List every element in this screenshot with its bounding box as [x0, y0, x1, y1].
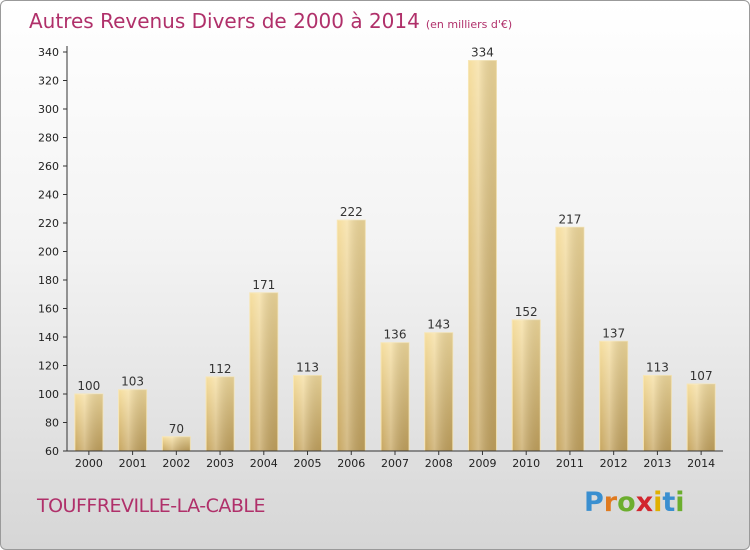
chart-title: Autres Revenus Divers de 2000 à 2014 (en …: [29, 9, 512, 33]
data-label-2013: 113: [646, 360, 669, 374]
y-tick-label-180: 180: [38, 274, 59, 287]
data-label-2007: 136: [384, 328, 407, 342]
bar-shade-2006: [337, 220, 366, 451]
bar-shade-2008: [424, 332, 453, 451]
axes-group: 2000 2001 2002 2003 2004 2005 2006 2007 2008 2009…: [38, 46, 723, 470]
y-tick-label-300: 300: [38, 103, 59, 116]
bars-group: 100 103 70 112 171 113 222 136 143 334 152 217 137 11…: [74, 46, 716, 452]
x-tick-label-2000: 2000: [75, 457, 103, 470]
bar-shade-2000: [74, 394, 103, 451]
data-label-2006: 222: [340, 205, 363, 219]
x-tick-label-2005: 2005: [294, 457, 322, 470]
data-label-2011: 217: [558, 212, 581, 226]
data-label-2010: 152: [515, 305, 538, 319]
bar-shade-2003: [206, 376, 235, 451]
data-label-2004: 171: [252, 278, 275, 292]
bar-shade-2004: [249, 292, 278, 451]
x-tick-label-2004: 2004: [250, 457, 278, 470]
data-label-2008: 143: [427, 318, 450, 332]
data-label-2012: 137: [602, 326, 625, 340]
bar-shade-2012: [599, 341, 628, 451]
title-text: Autres Revenus Divers de 2000 à 2014: [29, 9, 420, 33]
x-tick-label-2007: 2007: [381, 457, 409, 470]
y-tick-label-80: 80: [45, 417, 59, 430]
y-tick-label-220: 220: [38, 217, 59, 230]
data-label-2000: 100: [77, 379, 100, 393]
logo-letter: x: [635, 487, 654, 518]
logo-letter: i: [653, 487, 663, 518]
bar-shade-2014: [687, 384, 716, 451]
y-tick-label-140: 140: [38, 331, 59, 344]
y-tick-label-160: 160: [38, 303, 59, 316]
bar-shade-2002: [162, 436, 191, 451]
x-tick-label-2009: 2009: [468, 457, 496, 470]
x-tick-label-2001: 2001: [119, 457, 147, 470]
logo-letter: i: [675, 487, 685, 518]
data-label-2001: 103: [121, 375, 144, 389]
y-tick-label-60: 60: [45, 445, 59, 458]
logo-letter: o: [617, 487, 636, 518]
data-label-2005: 113: [296, 360, 319, 374]
bar-shade-2010: [512, 319, 541, 451]
x-tick-label-2008: 2008: [425, 457, 453, 470]
y-tick-label-120: 120: [38, 360, 59, 373]
bar-shade-2011: [555, 227, 584, 451]
x-tick-label-2003: 2003: [206, 457, 234, 470]
data-label-2009: 334: [471, 46, 494, 60]
logo-letter: P: [584, 487, 604, 518]
bar-shade-2007: [381, 342, 409, 451]
y-tick-label-260: 260: [38, 160, 59, 173]
data-label-2002: 70: [169, 422, 184, 436]
data-label-2014: 107: [690, 369, 713, 383]
bar-shade-2005: [293, 375, 322, 451]
title-unit: (en milliers d'€): [425, 18, 513, 31]
x-tick-label-2011: 2011: [556, 457, 584, 470]
y-tick-label-200: 200: [38, 246, 59, 259]
x-tick-label-2002: 2002: [162, 457, 190, 470]
y-tick-label-320: 320: [38, 75, 59, 88]
bar-shade-2009: [468, 60, 497, 452]
x-tick-label-2012: 2012: [600, 457, 628, 470]
commune-name: TOUFFREVILLE-LA-CABLE: [37, 495, 266, 517]
y-tick-label-240: 240: [38, 189, 59, 202]
x-tick-label-2006: 2006: [337, 457, 365, 470]
logo-letter: t: [662, 487, 676, 518]
bar-shade-2001: [118, 389, 147, 451]
y-tick-label-100: 100: [38, 388, 59, 401]
logo-letter: r: [603, 487, 618, 518]
data-label-2003: 112: [209, 362, 232, 376]
x-tick-label-2013: 2013: [643, 457, 671, 470]
bar-shade-2013: [643, 375, 672, 451]
x-tick-label-2010: 2010: [512, 457, 540, 470]
y-tick-label-340: 340: [38, 46, 59, 59]
proxiti-logo: Proxiti: [584, 487, 685, 518]
x-tick-label-2014: 2014: [687, 457, 715, 470]
y-tick-label-280: 280: [38, 132, 59, 145]
